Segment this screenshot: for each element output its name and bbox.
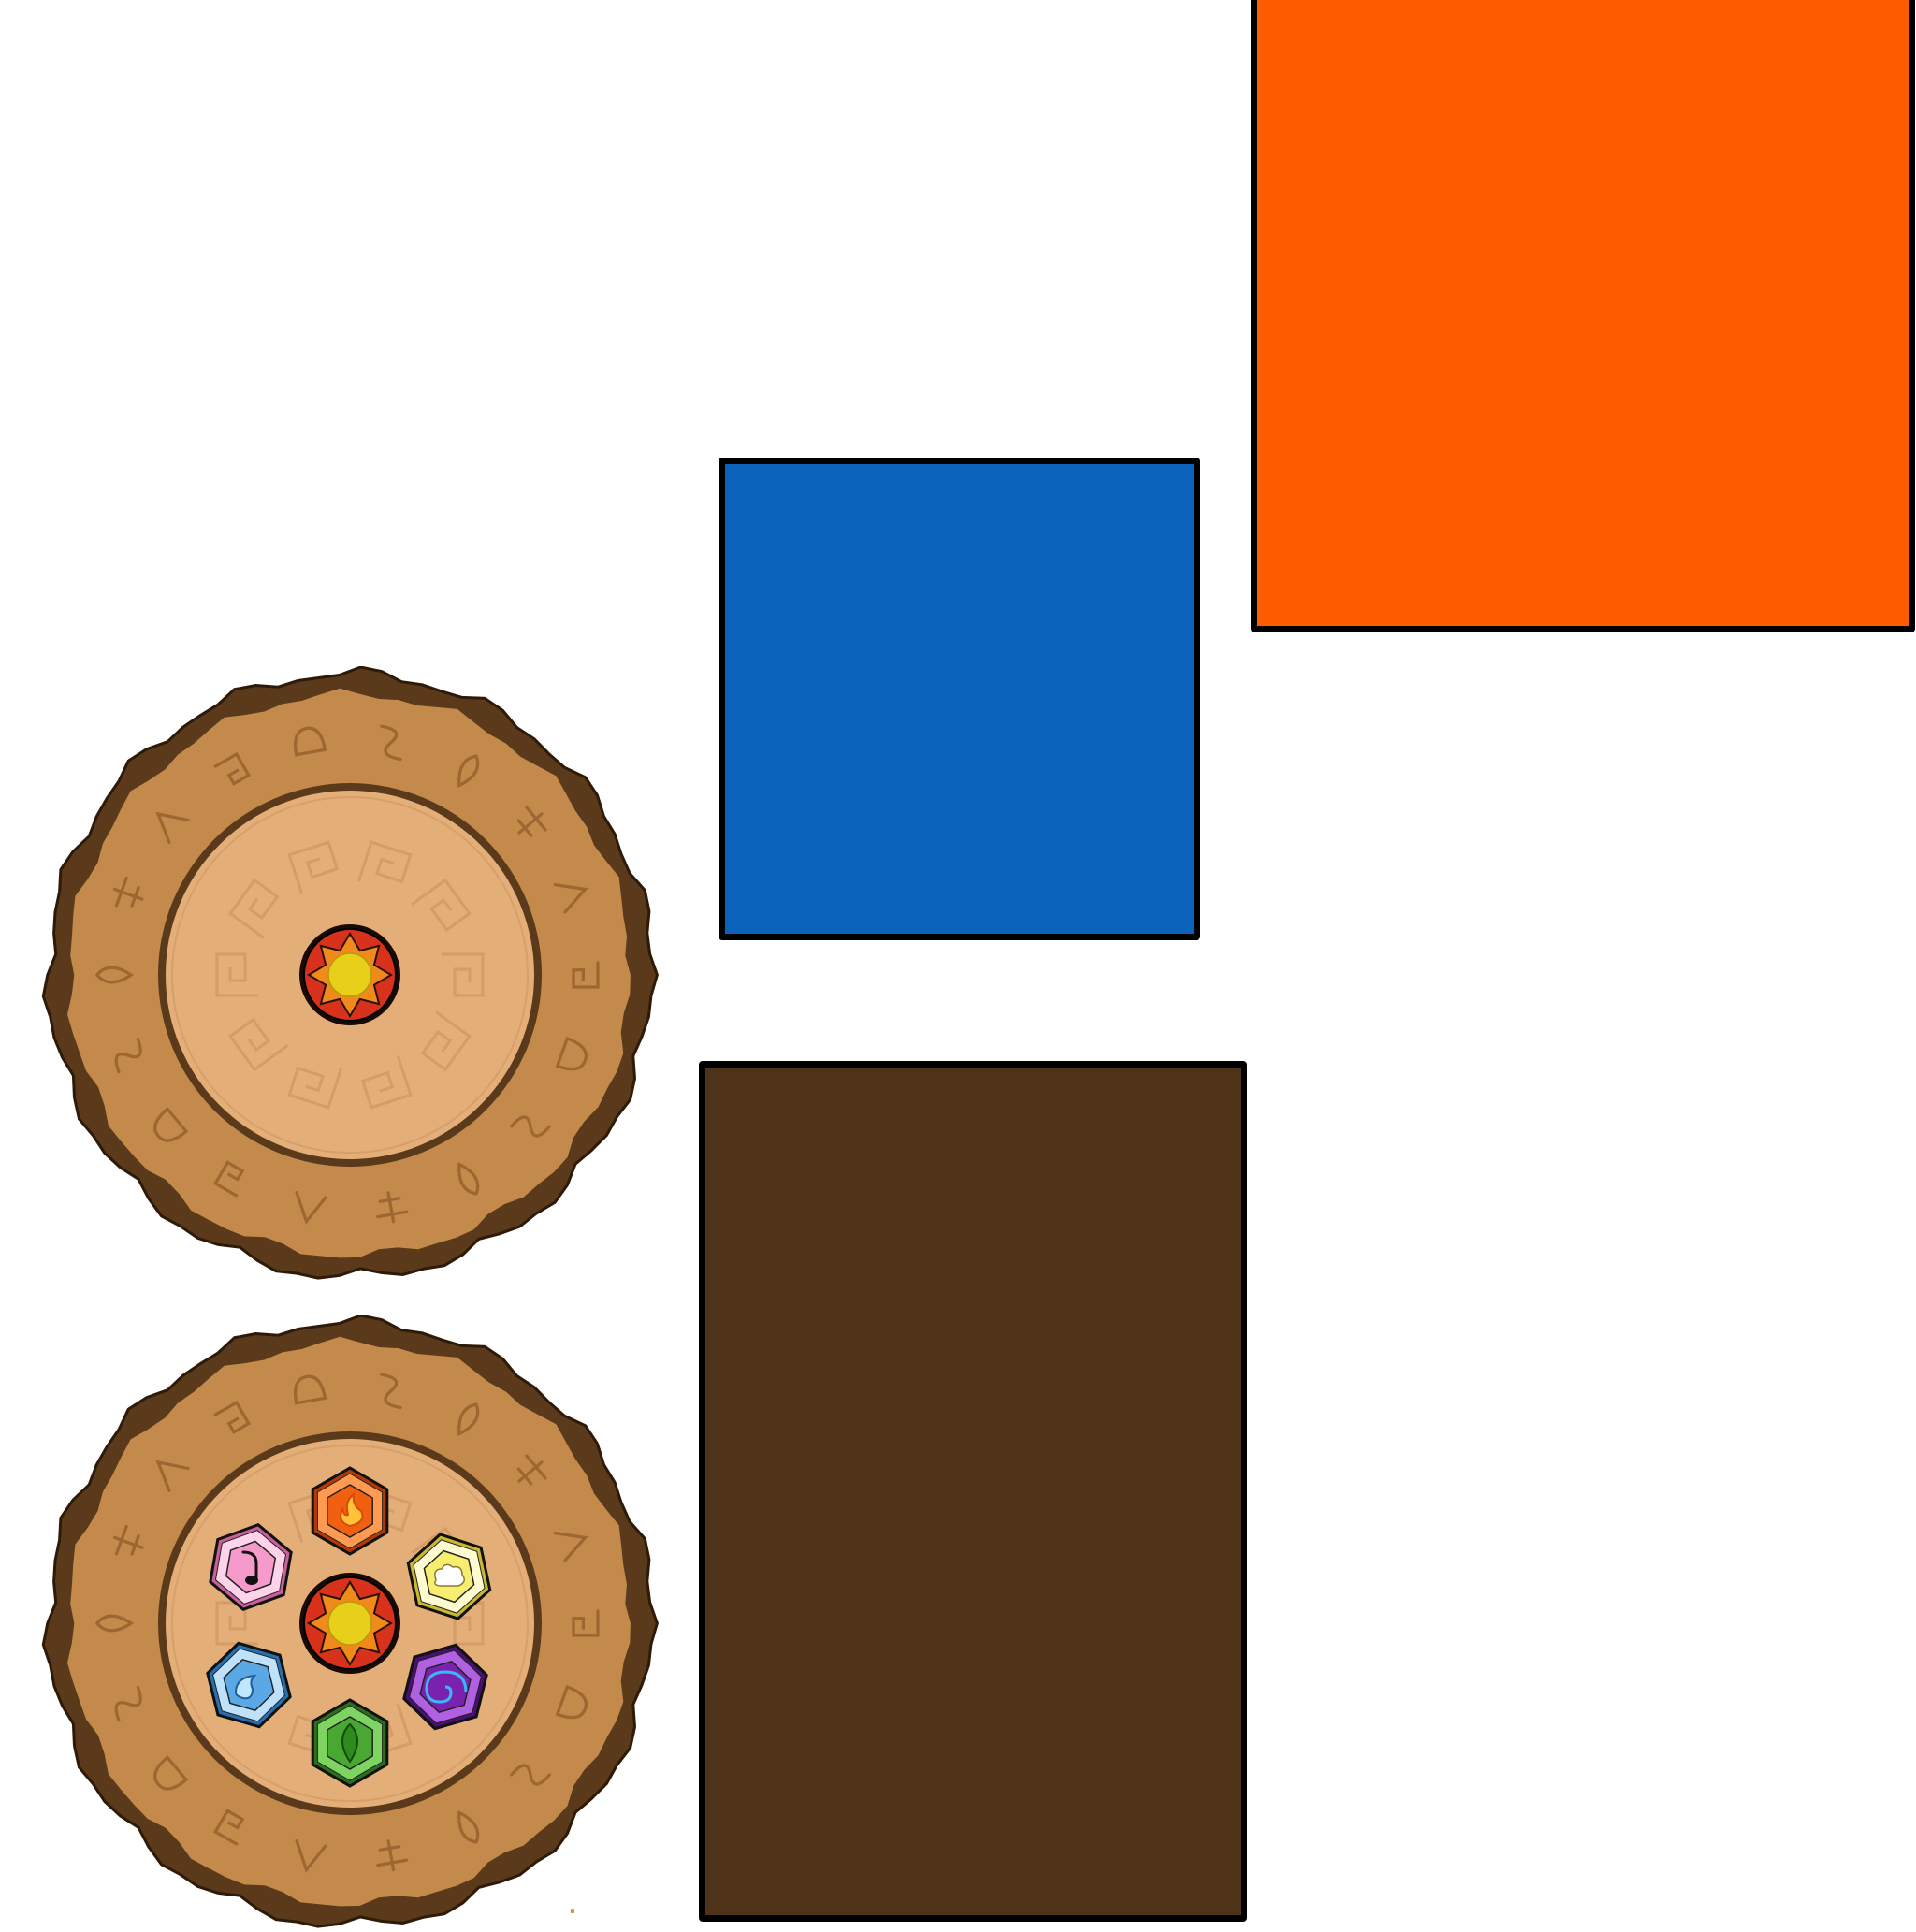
engraved-glyph-icon — [114, 1686, 142, 1722]
brown-color-swatch — [699, 1061, 1247, 1922]
engraved-glyph-icon — [553, 1531, 588, 1562]
maze-engraving — [442, 952, 485, 997]
engraved-glyph-icon — [510, 1115, 551, 1138]
engraved-glyph-icon — [213, 1400, 251, 1434]
engraved-glyph-icon — [376, 1839, 409, 1872]
orange-color-swatch — [1251, 0, 1915, 632]
engraved-glyph-icon — [155, 811, 190, 844]
game-board-empty-art — [41, 666, 659, 1280]
engraved-glyph-icon — [112, 1524, 144, 1556]
game-board-with-gems — [41, 1315, 659, 1932]
engraved-glyph-icon — [457, 1809, 480, 1844]
engraved-glyph-icon — [213, 1809, 245, 1846]
engraved-glyph-icon — [553, 882, 588, 914]
engraved-glyph-icon — [376, 1191, 409, 1224]
engraved-glyph-icon — [213, 751, 251, 786]
engraved-glyph-icon — [295, 1191, 327, 1225]
engraved-glyph-icon — [380, 1373, 402, 1410]
engraved-glyph-icon — [457, 1161, 480, 1196]
engraved-glyph-icon — [457, 754, 480, 789]
water-gem — [206, 1641, 292, 1729]
blue-color-swatch — [718, 458, 1200, 940]
maze-engraving — [442, 1601, 485, 1646]
engraved-glyph-icon — [380, 724, 402, 762]
engraved-glyph-icon — [114, 1038, 142, 1074]
sun-emblem-icon — [299, 1573, 400, 1674]
engraved-glyph-icon — [555, 1684, 588, 1720]
engraved-glyph-icon — [153, 1107, 189, 1142]
engraved-glyph-icon — [95, 1614, 135, 1633]
engraved-glyph-icon — [213, 1160, 245, 1198]
engraved-glyph-icon — [555, 1036, 588, 1071]
engraved-glyph-icon — [153, 1755, 189, 1791]
maze-engraving — [215, 952, 258, 997]
sheep-icon — [434, 1563, 465, 1587]
engraved-glyph-icon — [295, 1839, 327, 1873]
engraved-glyph-icon — [294, 726, 327, 757]
fire-gem — [311, 1466, 389, 1556]
game-board-with-gems-art — [41, 1315, 659, 1928]
engraved-glyph-icon — [516, 806, 547, 837]
maze-engraving — [228, 878, 280, 939]
engraved-glyph-icon — [516, 1454, 547, 1486]
leaf-icon — [341, 1722, 358, 1764]
engraved-glyph-icon — [572, 961, 600, 989]
maze-engraving — [360, 1054, 413, 1110]
note-icon — [241, 1550, 258, 1585]
engraved-glyph-icon — [510, 1764, 551, 1786]
music-gem — [209, 1522, 293, 1612]
sun-emblem-icon — [299, 924, 400, 1025]
game-board-empty — [41, 666, 659, 1284]
light-gem — [406, 1533, 492, 1620]
engraved-glyph-icon — [294, 1374, 327, 1405]
maze-engraving — [356, 840, 413, 884]
engraved-glyph-icon — [155, 1460, 190, 1492]
flame-icon — [340, 1491, 364, 1528]
decorative-speck — [571, 1909, 574, 1913]
spiral-icon — [425, 1670, 468, 1704]
engraved-glyph-icon — [457, 1402, 480, 1437]
droplet-icon — [234, 1674, 257, 1700]
maze-engraving — [287, 1066, 343, 1110]
maze-engraving — [420, 1010, 472, 1072]
maze-engraving — [228, 1017, 289, 1072]
maze-engraving — [287, 840, 340, 895]
earth-gem — [311, 1698, 389, 1788]
engraved-glyph-icon — [572, 1609, 600, 1637]
engraved-glyph-icon — [112, 876, 144, 908]
shadow-gem — [402, 1643, 488, 1731]
engraved-glyph-icon — [95, 966, 135, 984]
maze-engraving — [411, 878, 472, 933]
